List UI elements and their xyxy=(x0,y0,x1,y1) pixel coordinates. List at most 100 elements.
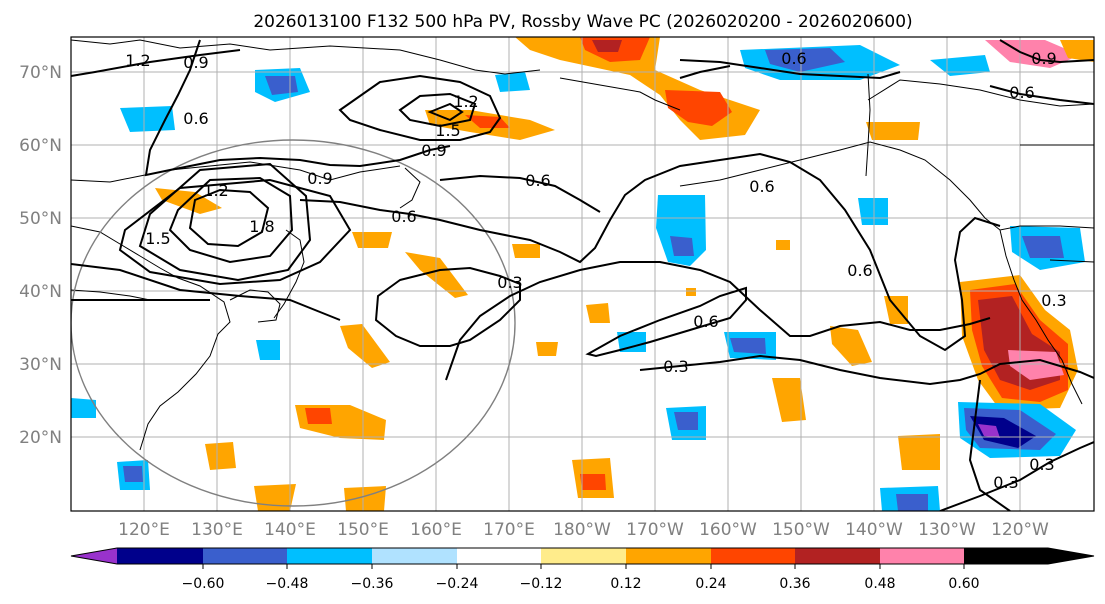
contour-label: 0.9 xyxy=(307,169,332,188)
contour-line xyxy=(427,102,464,122)
lon-label: 120°W xyxy=(991,520,1049,540)
lon-label: 150°E xyxy=(337,520,389,540)
colorbar-segment xyxy=(880,548,964,564)
colorbar-tick-label: −0.48 xyxy=(266,576,309,592)
anomaly-blob xyxy=(765,48,845,72)
anomaly-blob xyxy=(978,424,1000,438)
contour-line xyxy=(299,152,1001,352)
lat-label: 60°N xyxy=(19,136,62,156)
anomaly-blob xyxy=(674,412,698,430)
anomaly-blob xyxy=(344,486,386,511)
contour-label: 0.3 xyxy=(1041,291,1066,310)
contour-line xyxy=(999,39,1094,64)
contour-label: 1.8 xyxy=(249,217,274,236)
colorbar-tick-label: 0.36 xyxy=(779,576,810,592)
coastlines xyxy=(71,39,1094,451)
contour-label: 0.3 xyxy=(663,357,688,376)
contour-label: 0.9 xyxy=(1031,49,1056,68)
colorbar: −0.60 −0.48 −0.36 −0.24 −0.12 0.12 0.24 … xyxy=(70,547,1095,592)
contour-line xyxy=(118,178,352,286)
colorbar-segment xyxy=(711,548,795,564)
contour-line xyxy=(679,59,901,80)
anomaly-blob xyxy=(896,494,928,511)
contour-label: 0.6 xyxy=(847,261,872,280)
pv-contours xyxy=(71,39,1094,511)
anomaly-blob xyxy=(898,434,940,470)
contour-line xyxy=(168,176,294,264)
colorbar-segment xyxy=(795,548,880,564)
contour-line xyxy=(968,379,1011,511)
anomaly-blob xyxy=(71,398,96,418)
anomaly-blob xyxy=(866,122,920,140)
lon-label: 150°W xyxy=(772,520,830,540)
anomaly-blob xyxy=(352,232,392,248)
lat-label: 40°N xyxy=(19,282,62,302)
figure-title: 2026013100 F132 500 hPa PV, Rossby Wave … xyxy=(253,12,912,32)
lon-label: 140°W xyxy=(845,520,903,540)
contour-labels: 1.2 0.9 0.6 1.2 1.5 0.9 0.9 0.6 1.2 1.5 … xyxy=(125,49,1066,492)
lon-label: 170°W xyxy=(626,520,684,540)
colorbar-ticks xyxy=(202,564,965,569)
anomaly-blob xyxy=(512,244,540,258)
contour-label: 0.6 xyxy=(781,49,806,68)
colorbar-segment xyxy=(372,548,457,564)
anomaly-blob xyxy=(776,240,790,250)
anomaly-blob xyxy=(205,442,236,470)
anomaly-blob xyxy=(1022,236,1064,258)
anomaly-blob xyxy=(730,338,766,354)
lon-label: 130°E xyxy=(191,520,243,540)
contour-line xyxy=(374,266,521,347)
contour-line xyxy=(71,49,241,77)
anomaly-blob xyxy=(930,55,990,76)
colorbar-tick-label: −0.24 xyxy=(436,576,479,592)
contour-label: 0.6 xyxy=(693,312,718,331)
anomaly-blob xyxy=(536,342,558,356)
anomaly-blob xyxy=(665,90,732,126)
lon-label: 160°E xyxy=(410,520,462,540)
contour-label: 1.2 xyxy=(125,51,150,70)
contour-line xyxy=(445,261,991,381)
lon-label: 160°W xyxy=(699,520,757,540)
colorbar-extend-high xyxy=(964,548,1094,564)
anomaly-blob xyxy=(580,474,606,490)
anomaly-blob xyxy=(656,195,706,266)
colorbar-tick-label: 0.60 xyxy=(948,576,979,592)
anomaly-blob xyxy=(617,332,646,352)
contour-label: 1.2 xyxy=(203,181,228,200)
contour-line xyxy=(439,174,601,213)
contour-line xyxy=(939,441,1094,511)
anomaly-blob xyxy=(858,198,888,225)
anomaly-blob xyxy=(772,378,806,422)
lat-label: 30°N xyxy=(19,355,62,375)
colorbar-tick-label: −0.12 xyxy=(520,576,563,592)
colorbar-segment xyxy=(626,548,711,564)
contour-label: 0.6 xyxy=(183,109,208,128)
colorbar-segment xyxy=(203,548,287,564)
colorbar-extend-low xyxy=(71,548,117,564)
anomaly-blob xyxy=(884,296,908,324)
contour-label: 1.2 xyxy=(453,92,478,111)
colorbar-segment xyxy=(117,548,203,564)
contour-label: 0.9 xyxy=(183,53,208,72)
map-frame xyxy=(70,36,1095,512)
contour-label: 0.3 xyxy=(1029,455,1054,474)
colorbar-tick-label: −0.36 xyxy=(351,576,394,592)
contour-line xyxy=(639,354,1094,386)
pv-anomaly-shading xyxy=(71,37,1094,511)
contour-label: 1.5 xyxy=(145,229,170,248)
contour-label: 0.6 xyxy=(1009,83,1034,102)
anomaly-blob xyxy=(305,408,332,424)
colorbar-tick-label: 0.48 xyxy=(864,576,895,592)
longitude-labels: 120°E 130°E 140°E 150°E 160°E 170°E 180°… xyxy=(118,520,1049,540)
map-panel: 1.2 0.9 0.6 1.2 1.5 0.9 0.9 0.6 1.2 1.5 … xyxy=(70,36,1095,512)
anomaly-blob xyxy=(670,236,694,256)
contour-line xyxy=(188,188,270,248)
colorbar-segment xyxy=(457,548,541,564)
contour-line xyxy=(398,92,477,128)
contour-label: 0.3 xyxy=(993,473,1018,492)
contour-label: 1.5 xyxy=(435,121,460,140)
anomaly-blob xyxy=(586,303,610,323)
anomaly-blob xyxy=(1060,40,1094,62)
contour-line xyxy=(71,263,341,321)
